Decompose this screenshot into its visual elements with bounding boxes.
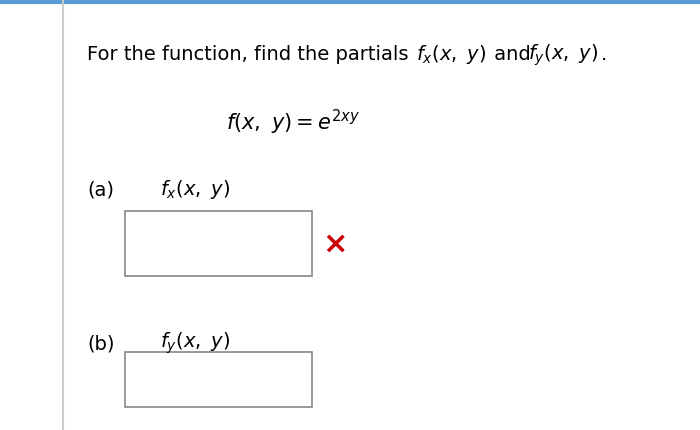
Text: $f(x,\ y) = e^{2xy}$: $f(x,\ y) = e^{2xy}$ xyxy=(225,108,360,137)
Text: $f_x(x,\ y)$: $f_x(x,\ y)$ xyxy=(160,178,230,201)
Text: and: and xyxy=(489,45,538,64)
Text: $f_y(x,\ y)$: $f_y(x,\ y)$ xyxy=(528,42,599,68)
FancyBboxPatch shape xyxy=(125,211,312,276)
Text: (b): (b) xyxy=(88,334,115,353)
Text: $f_y(x,\ y)$: $f_y(x,\ y)$ xyxy=(160,331,230,356)
FancyBboxPatch shape xyxy=(125,352,312,407)
Text: ×: × xyxy=(322,230,348,259)
Text: (a): (a) xyxy=(88,180,114,199)
Text: $f_x(x,\ y)$: $f_x(x,\ y)$ xyxy=(416,43,487,66)
Text: .: . xyxy=(601,45,607,64)
Text: For the function, find the partials: For the function, find the partials xyxy=(88,45,415,64)
